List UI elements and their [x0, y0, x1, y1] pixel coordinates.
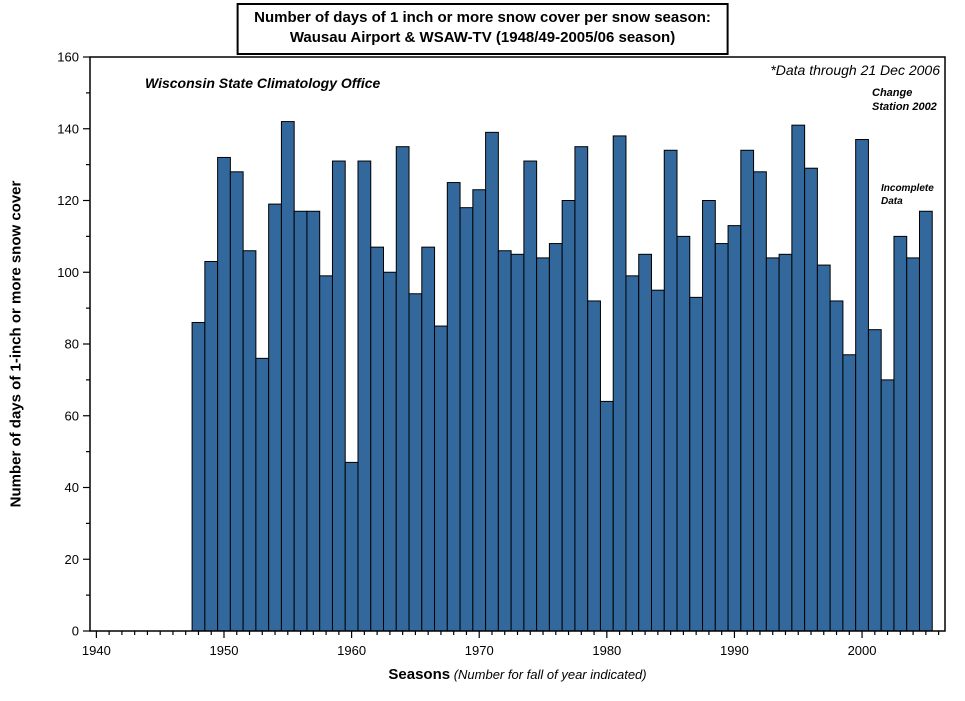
bar-1996	[804, 167, 818, 632]
bar-1983	[638, 253, 652, 632]
bar-2000	[855, 139, 869, 632]
bar-1976	[548, 243, 563, 632]
x-axis-label: Seasons (Number for fall of year indicat…	[90, 666, 945, 684]
bar-1961	[357, 160, 372, 632]
bar-1962	[370, 246, 385, 632]
bar-1963	[383, 271, 397, 632]
chart-title-line2: Wausau Airport & WSAW-TV (1948/49-2005/0…	[289, 29, 676, 47]
bar-1988	[702, 200, 716, 632]
x-tick-label: 1940	[82, 643, 111, 658]
bar-1952	[242, 250, 257, 632]
bar-1972	[497, 250, 512, 632]
bar-1949	[204, 260, 219, 632]
y-tick-label: 160	[57, 50, 79, 65]
bar-1978	[574, 146, 589, 632]
bar-2001	[867, 329, 882, 632]
bar-2004	[906, 257, 920, 632]
bar-1960	[344, 461, 359, 632]
y-tick-label: 80	[65, 337, 79, 352]
bar-1994	[778, 253, 793, 632]
x-tick-label: 1950	[210, 643, 239, 658]
bar-1959	[331, 160, 346, 632]
y-axis-label: Number of days of 1-inch or more snow co…	[7, 180, 25, 508]
x-axis-label-main: Seasons	[388, 666, 451, 683]
y-tick-label: 120	[57, 193, 79, 208]
bar-1965	[408, 293, 423, 632]
bar-1968	[446, 182, 461, 632]
y-tick-label: 100	[57, 265, 79, 280]
annotation-incomplete-data: Incomplete Data	[881, 183, 934, 207]
x-tick-label: 1960	[337, 643, 366, 658]
bar-1948	[191, 321, 206, 632]
y-tick-label: 20	[65, 552, 79, 567]
bar-1984	[650, 289, 665, 632]
bar-1953	[255, 357, 270, 632]
bar-2005	[918, 210, 933, 632]
bar-1989	[714, 243, 729, 632]
bar-1951	[229, 171, 244, 632]
annotation-data-through: *Data through 21 Dec 2006	[770, 62, 940, 78]
bar-1974	[523, 160, 538, 632]
y-tick-label: 60	[65, 408, 79, 423]
bar-1999	[842, 354, 857, 632]
bar-1979	[587, 300, 601, 632]
bar-1971	[485, 131, 499, 632]
bar-1997	[816, 264, 831, 632]
bar-1969	[459, 207, 474, 632]
bar-1982	[625, 275, 640, 632]
bar-2003	[893, 235, 908, 632]
bar-2002	[880, 379, 895, 632]
bar-1991	[740, 149, 755, 632]
bar-1964	[395, 146, 410, 632]
chart-title-line1: Number of days of 1 inch or more snow co…	[254, 9, 711, 26]
x-tick-label: 1990	[720, 643, 749, 658]
bar-1966	[421, 246, 436, 632]
x-tick-label: 2000	[848, 643, 877, 658]
chart-title-box: Number of days of 1 inch or more snow co…	[236, 3, 729, 55]
y-tick-label: 140	[57, 121, 79, 136]
x-tick-label: 1970	[465, 643, 494, 658]
bar-1958	[319, 275, 333, 632]
x-tick-label: 1980	[592, 643, 621, 658]
x-axis-label-note: (Number for fall of year indicated)	[450, 667, 647, 682]
bar-1956	[293, 210, 308, 632]
bar-1987	[689, 296, 704, 632]
bar-1957	[306, 210, 321, 632]
bar-1967	[434, 325, 448, 632]
bar-1980	[599, 400, 614, 632]
bar-1970	[472, 189, 487, 632]
bar-1973	[510, 253, 525, 632]
bar-1990	[727, 225, 742, 632]
bar-1950	[217, 156, 231, 632]
bar-1975	[536, 257, 550, 632]
bar-1993	[765, 257, 780, 632]
y-tick-label: 40	[65, 480, 79, 495]
annotation-change-station: Change Station 2002	[872, 87, 937, 113]
y-tick-label: 0	[72, 624, 79, 639]
bar-1992	[753, 171, 767, 632]
annotation-climatology-office: Wisconsin State Climatology Office	[145, 75, 381, 91]
bar-1985	[663, 149, 678, 632]
bar-1998	[829, 300, 844, 632]
bar-1986	[676, 235, 691, 632]
bar-1981	[612, 135, 627, 632]
bar-1977	[561, 200, 576, 632]
bar-1995	[791, 124, 806, 632]
bar-1954	[268, 203, 282, 632]
bar-1955	[280, 121, 295, 632]
